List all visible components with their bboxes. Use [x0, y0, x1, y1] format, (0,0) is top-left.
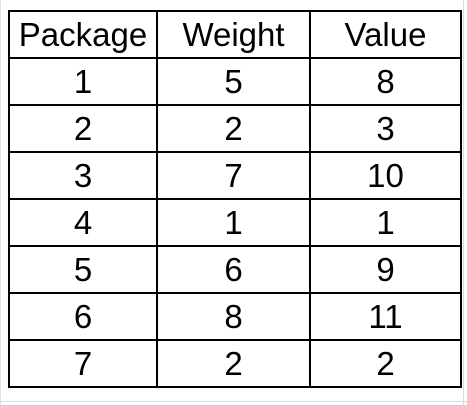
grid-line: [0, 401, 467, 402]
cell-weight[interactable]: 7: [156, 151, 311, 200]
column-header-package[interactable]: Package: [8, 10, 158, 59]
grid-line: [463, 0, 464, 405]
cell-package[interactable]: 2: [8, 104, 158, 153]
column-header-weight[interactable]: Weight: [156, 10, 311, 59]
cell-value[interactable]: 11: [309, 292, 462, 341]
cell-weight[interactable]: 5: [156, 57, 311, 106]
cell-value[interactable]: 8: [309, 57, 462, 106]
cell-weight[interactable]: 2: [156, 104, 311, 153]
table-header-row: Package Weight Value: [8, 10, 462, 59]
package-table: Package Weight Value 1 5 8 2 2 3 3 7 10: [8, 10, 462, 388]
cell-weight[interactable]: 2: [156, 339, 311, 388]
table-row: 1 5 8: [8, 57, 462, 106]
cell-package[interactable]: 4: [8, 198, 158, 247]
table-row: 6 8 11: [8, 292, 462, 341]
table-row: 2 2 3: [8, 104, 462, 153]
cell-value[interactable]: 1: [309, 198, 462, 247]
cell-weight[interactable]: 6: [156, 245, 311, 294]
cell-value[interactable]: 2: [309, 339, 462, 388]
cell-weight[interactable]: 1: [156, 198, 311, 247]
cell-package[interactable]: 3: [8, 151, 158, 200]
column-header-value[interactable]: Value: [309, 10, 462, 59]
cell-weight[interactable]: 8: [156, 292, 311, 341]
cell-package[interactable]: 5: [8, 245, 158, 294]
cell-package[interactable]: 1: [8, 57, 158, 106]
table-row: 5 6 9: [8, 245, 462, 294]
cell-package[interactable]: 7: [8, 339, 158, 388]
table-row: 7 2 2: [8, 339, 462, 388]
table-row: 3 7 10: [8, 151, 462, 200]
table-row: 4 1 1: [8, 198, 462, 247]
cell-value[interactable]: 9: [309, 245, 462, 294]
cell-package[interactable]: 6: [8, 292, 158, 341]
cell-value[interactable]: 3: [309, 104, 462, 153]
cell-value[interactable]: 10: [309, 151, 462, 200]
